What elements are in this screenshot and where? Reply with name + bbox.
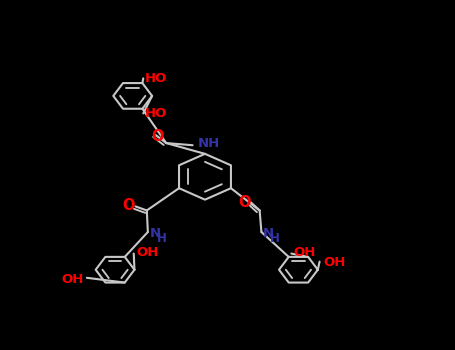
Text: NH: NH [198,136,220,149]
Text: N: N [150,227,161,240]
Text: H: H [270,232,280,245]
Text: N: N [263,227,274,240]
Text: OH: OH [136,246,159,259]
Text: O: O [151,129,164,144]
Text: OH: OH [61,273,83,286]
Text: O: O [238,195,251,210]
Text: O: O [122,198,135,213]
Text: OH: OH [293,246,315,259]
Text: HO: HO [145,107,167,120]
Text: H: H [157,232,167,245]
Text: HO: HO [145,72,167,85]
Text: OH: OH [323,257,345,270]
